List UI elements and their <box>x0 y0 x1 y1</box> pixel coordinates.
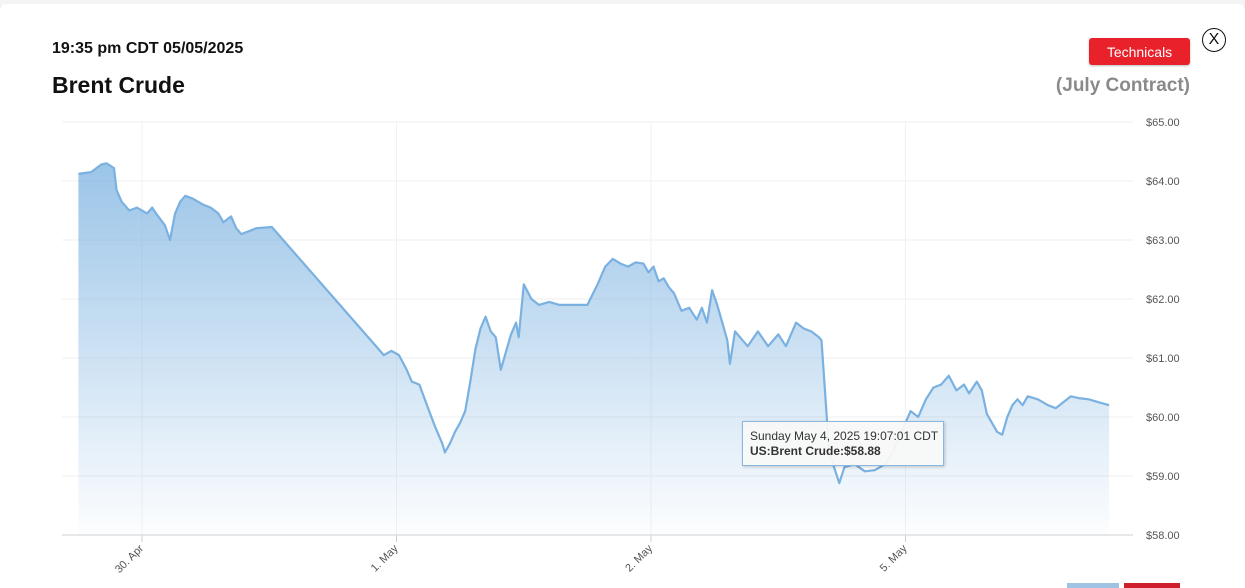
y-tick-label: $63.00 <box>1146 235 1180 247</box>
page-title: Brent Crude <box>52 72 185 98</box>
y-tick-label: $64.00 <box>1146 176 1180 188</box>
y-tick-label: $62.00 <box>1146 294 1180 306</box>
y-tick-label: $61.00 <box>1146 353 1180 365</box>
x-axis-labels: 30. Apr 1. May 2. May 5. May <box>113 542 910 575</box>
price-line <box>78 162 1110 485</box>
background-page-strip <box>0 0 1245 6</box>
price-tooltip: Sunday May 4, 2025 19:07:01 CDT US:Brent… <box>742 421 944 466</box>
price-area-fill <box>78 163 1110 536</box>
tooltip-date: Sunday May 4, 2025 19:07:01 CDT <box>750 429 939 443</box>
y-tick-label: $60.00 <box>1146 412 1180 424</box>
tooltip-price: US:Brent Crude:$58.88 <box>750 444 881 458</box>
x-tick-label: 2. May <box>623 542 655 574</box>
x-tick-label: 5. May <box>878 542 910 574</box>
footer-blue-button[interactable] <box>1067 583 1119 588</box>
footer-red-button[interactable] <box>1124 583 1180 588</box>
y-tick-label: $58.00 <box>1146 530 1180 542</box>
y-axis-labels: $58.00 $59.00 $60.00 $61.00 $62.00 $63.00 $64.… <box>1146 117 1180 542</box>
contract-label: (July Contract) <box>1055 75 1190 96</box>
y-tick-label: $59.00 <box>1146 471 1180 483</box>
x-tick-label: 30. Apr <box>113 542 146 575</box>
timestamp: 19:35 pm CDT 05/05/2025 <box>52 40 244 57</box>
close-button[interactable]: X <box>1202 28 1226 52</box>
technicals-button[interactable]: Technicals <box>1089 38 1190 65</box>
x-tick-label: 1. May <box>369 542 401 574</box>
y-tick-label: $65.00 <box>1146 117 1180 129</box>
